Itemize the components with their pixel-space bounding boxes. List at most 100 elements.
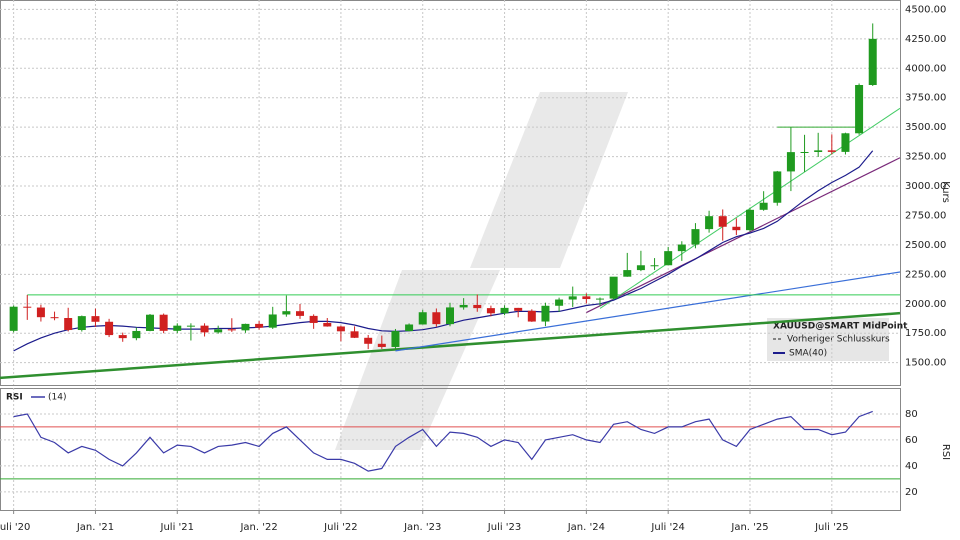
candle-body: [9, 306, 18, 331]
y-tick-label: 3750.00: [905, 93, 946, 104]
candle-body: [582, 296, 591, 300]
y-tick-label: 40: [905, 461, 918, 472]
y-tick-label: 3250.00: [905, 152, 946, 163]
candle-body: [500, 307, 509, 314]
y-tick-label: 3000.00: [905, 181, 946, 192]
candle-body: [623, 270, 632, 277]
candle-body: [323, 322, 332, 327]
candle-body: [446, 307, 454, 325]
x-tick-label: Juli '22: [323, 522, 358, 533]
price-axis-title: Kurs: [940, 181, 951, 203]
y-tick-label: 4500.00: [905, 4, 946, 15]
rsi-legend-name: (14): [48, 393, 66, 403]
sma-line: [13, 150, 874, 352]
candle-body: [786, 152, 795, 172]
candle-body: [664, 251, 673, 266]
legend-series: XAUUSD@SMART MidPoint: [773, 322, 908, 332]
legend-box: [767, 318, 889, 361]
x-tick-label: Jan. '23: [403, 522, 441, 533]
candle-body: [732, 226, 741, 231]
candle-body: [200, 325, 209, 333]
watermark-lower: [335, 270, 500, 450]
candle-body: [691, 229, 700, 245]
candle-body: [432, 312, 441, 325]
candle-body: [309, 315, 318, 323]
rsi-legend: RSI (14): [6, 393, 66, 403]
candle-body: [677, 244, 686, 252]
candle-body: [541, 305, 550, 322]
candle-body: [214, 329, 223, 333]
candle-body: [609, 276, 618, 299]
candle-body: [636, 265, 645, 271]
candle-body: [50, 317, 59, 319]
x-tick-label: Jan. '25: [730, 522, 768, 533]
y-tick-label: 4250.00: [905, 34, 946, 45]
candle-body: [336, 326, 345, 332]
candle-body: [132, 330, 141, 339]
candle-body: [855, 85, 864, 134]
y-tick-label: 4000.00: [905, 63, 946, 74]
candle-body: [705, 216, 714, 230]
candle-body: [527, 310, 536, 322]
legend-sma: SMA(40): [789, 349, 827, 359]
x-tick-label: Juli '25: [814, 522, 849, 533]
candle-body: [241, 323, 250, 331]
candle-body: [473, 304, 482, 309]
candle-body: [173, 325, 182, 331]
candle-body: [841, 133, 850, 152]
candle-body: [555, 299, 564, 306]
candle-body: [118, 335, 127, 339]
y-tick-label: 80: [905, 409, 918, 420]
legend-reference: Vorheriger Schlusskurs: [787, 335, 890, 345]
candle-body: [377, 343, 386, 347]
candle-body: [296, 311, 304, 316]
candle-body: [568, 296, 577, 300]
candle-body: [36, 307, 45, 318]
rsi-plot: [0, 388, 900, 510]
rsi-axis-title: RSI: [940, 444, 951, 460]
candle-body: [186, 325, 195, 327]
candle-body: [800, 151, 809, 153]
x-tick-label: Jan. '22: [239, 522, 277, 533]
y-tick-label: 2000.00: [905, 299, 946, 310]
candle-body: [486, 308, 495, 314]
candle-body: [596, 298, 604, 300]
y-tick-label: 60: [905, 435, 918, 446]
watermark: [335, 92, 628, 450]
trendline: [0, 311, 901, 380]
candle-body: [650, 265, 659, 267]
candle-body: [255, 323, 264, 328]
candle-body: [159, 314, 168, 331]
x-tick-label: Juli '24: [650, 522, 685, 533]
candle-body: [23, 306, 32, 308]
y-tick-label: 2250.00: [905, 269, 946, 280]
watermark-upper: [470, 92, 628, 268]
x-tick-label: Juli '23: [487, 522, 522, 533]
y-tick-label: 3500.00: [905, 122, 946, 133]
trendline: [395, 271, 901, 352]
candle-body: [227, 329, 236, 331]
candle-body: [759, 202, 768, 210]
y-tick-label: 1750.00: [905, 328, 946, 339]
y-tick-label: 20: [905, 487, 918, 498]
x-tick-label: Juli '20: [0, 522, 30, 533]
rsi-frame: [0, 388, 901, 511]
x-tick-label: Jan. '24: [567, 522, 605, 533]
legend: XAUUSD@SMART MidPoint Vorheriger Schluss…: [767, 318, 908, 361]
candle-body: [814, 150, 823, 152]
candle-body: [350, 331, 359, 338]
candle-body: [364, 337, 373, 344]
candle-body: [773, 171, 782, 203]
candle-body: [746, 209, 754, 231]
price-frame: [0, 0, 901, 386]
candle-body: [514, 307, 523, 311]
candle-body: [64, 318, 73, 331]
y-tick-label: 2500.00: [905, 240, 946, 251]
candle-body: [268, 314, 277, 328]
candle-body: [718, 216, 727, 227]
candle-body: [391, 331, 400, 347]
candle-body: [77, 316, 86, 331]
y-tick-label: 1500.00: [905, 358, 946, 369]
candle-body: [459, 304, 468, 308]
